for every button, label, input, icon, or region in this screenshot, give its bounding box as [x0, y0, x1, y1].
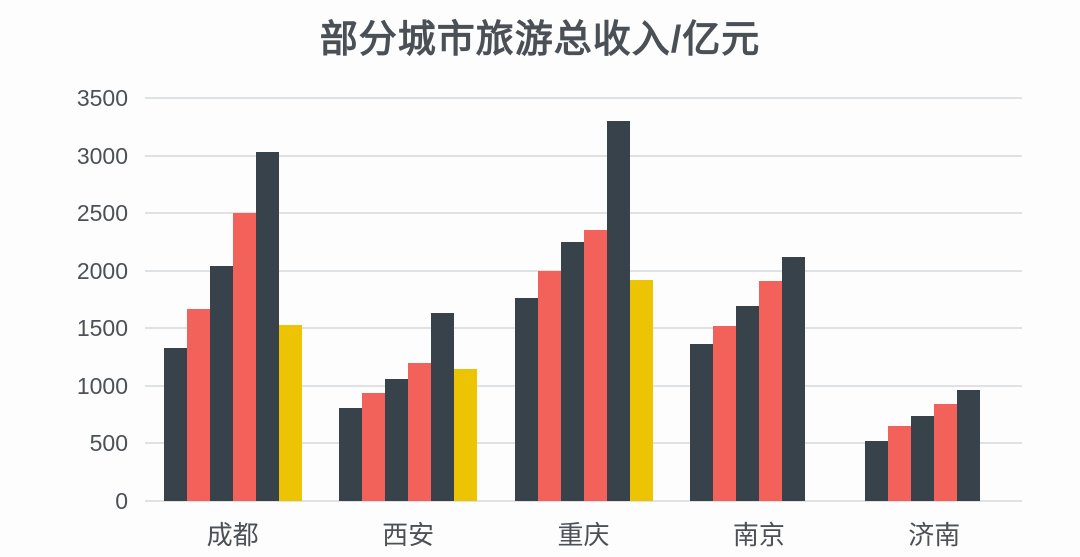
y-axis-tick-label: 1500: [76, 315, 128, 342]
bar-成都-series-4: [232, 213, 256, 501]
chart-title: 部分城市旅游总收入/亿元: [319, 19, 761, 61]
bar-重庆-series-6: [629, 279, 653, 501]
bar-成都-series-1: [163, 347, 187, 501]
bar-西安-series-6: [454, 368, 478, 501]
bar-南京-series-3: [735, 306, 759, 501]
bar-成都-series-5: [255, 152, 279, 501]
bar-重庆-series-1: [514, 298, 538, 501]
bar-南京-series-5: [781, 256, 805, 501]
x-axis-category-label: 济南: [908, 520, 961, 550]
bar-重庆-series-2: [537, 270, 561, 501]
bar-成都-series-2: [186, 308, 210, 501]
y-axis-tick-label: 2000: [76, 257, 128, 284]
x-axis-category-label: 南京: [732, 520, 785, 550]
x-axis-category-label: 西安: [382, 520, 435, 550]
bar-济南-series-1: [865, 441, 889, 501]
bar-济南-series-4: [934, 404, 958, 501]
bar-西安-series-1: [339, 407, 363, 501]
bar-南京-series-2: [712, 325, 736, 501]
y-axis-tick-label: 3500: [76, 85, 128, 111]
bar-西安-series-2: [362, 392, 386, 501]
bar-成都-series-6: [278, 324, 302, 501]
bar-西安-series-3: [385, 378, 409, 501]
bar-重庆-series-5: [606, 121, 630, 501]
bar-南京-series-1: [689, 344, 713, 501]
bar-西安-series-5: [431, 313, 455, 501]
bar-重庆-series-4: [583, 230, 607, 501]
x-axis-category-label: 成都: [206, 520, 259, 550]
bar-济南-series-2: [888, 426, 912, 501]
gridline: [145, 97, 1022, 99]
bar-南京-series-4: [758, 281, 782, 501]
y-axis-tick-label: 2500: [76, 200, 128, 227]
gridline: [145, 500, 1022, 502]
x-axis-category-label: 重庆: [557, 520, 610, 550]
y-axis-tick-label: 1000: [76, 372, 128, 399]
bar-成都-series-3: [209, 266, 233, 501]
bar-济南-series-3: [911, 415, 935, 501]
bar-西安-series-4: [408, 362, 432, 501]
y-axis-tick-label: 0: [115, 488, 128, 514]
gridline: [145, 154, 1022, 157]
gridline: [145, 212, 1022, 215]
y-axis-tick-label: 3000: [76, 142, 128, 169]
bar-济南-series-5: [957, 390, 981, 501]
bar-重庆-series-3: [560, 241, 584, 501]
y-axis-tick-label: 500: [89, 430, 128, 457]
